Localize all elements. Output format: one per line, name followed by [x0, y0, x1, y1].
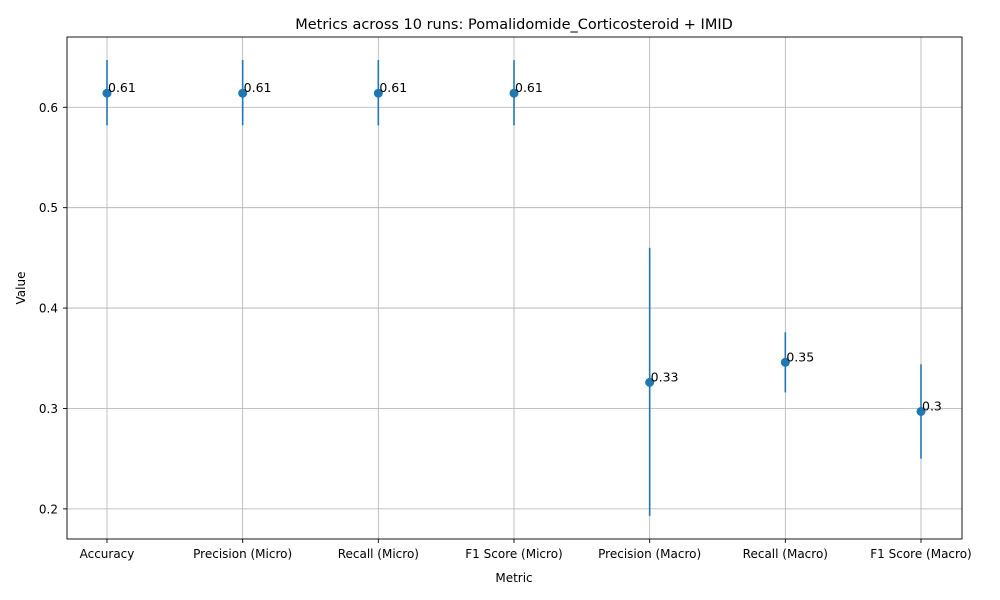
data-label: 0.61 — [379, 80, 407, 95]
data-point — [780, 357, 790, 367]
x-tick-label: F1 Score (Micro) — [465, 547, 562, 561]
data-label: 0.3 — [922, 398, 942, 413]
x-tick-label: Recall (Macro) — [743, 547, 828, 561]
data-label: 0.61 — [244, 80, 272, 95]
data-point — [509, 88, 519, 98]
x-tick-label: F1 Score (Macro) — [870, 547, 971, 561]
y-tick-label: 0.6 — [39, 101, 58, 115]
data-point — [645, 377, 655, 387]
series-metrics: 0.61 0.61 0.61 0.61 0.33 0.35 0.3 — [102, 60, 942, 516]
x-tick-label: Accuracy — [80, 547, 135, 561]
ticks-layer: Accuracy Precision (Micro) Recall (Micro) F… — [39, 101, 972, 561]
y-tick-label: 0.5 — [39, 201, 58, 215]
data-label: 0.61 — [108, 80, 136, 95]
data-label: 0.61 — [515, 80, 543, 95]
plot-frame — [66, 36, 963, 540]
x-axis-label: Metric — [495, 571, 532, 585]
data-label: 0.33 — [651, 369, 679, 384]
x-tick-label: Recall (Micro) — [338, 547, 419, 561]
data-point — [238, 88, 248, 98]
y-tick-label: 0.2 — [39, 502, 58, 516]
data-label: 0.35 — [786, 349, 814, 364]
y-axis-label: Value — [14, 272, 28, 305]
chart-title: Metrics across 10 runs: Pomalidomide_Cor… — [295, 17, 733, 33]
y-tick-label: 0.4 — [39, 302, 58, 316]
x-tick-label: Precision (Micro) — [193, 547, 292, 561]
x-tick-label: Precision (Macro) — [598, 547, 701, 561]
data-point — [102, 88, 112, 98]
y-tick-label: 0.3 — [39, 402, 58, 416]
data-point — [373, 88, 383, 98]
data-point — [916, 406, 926, 416]
